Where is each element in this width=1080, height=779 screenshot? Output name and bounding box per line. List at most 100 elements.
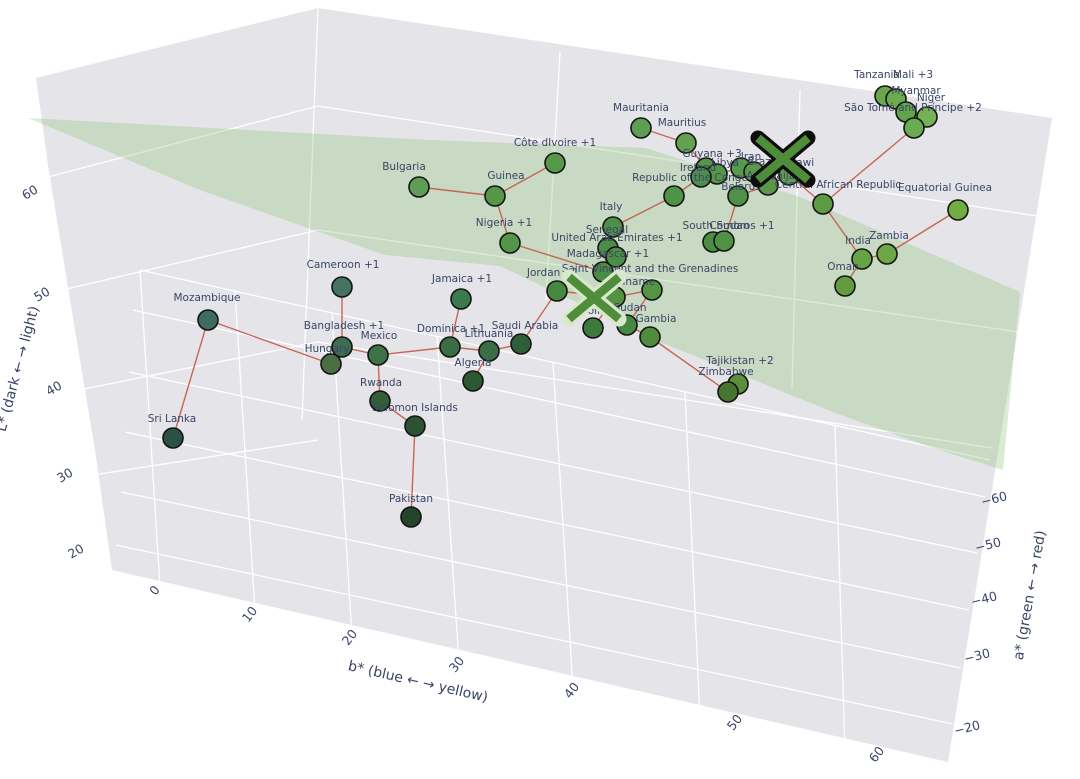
l-axis-title: L* (dark ← → light) [0, 304, 43, 433]
point-guinea [484, 185, 506, 207]
label-c-te-divoire-1: Côte dIvoire +1 [514, 137, 596, 149]
point-oman [834, 275, 856, 297]
gridline-3 [53, 229, 319, 293]
edge-sri-lanka--mozambique [172, 319, 209, 439]
l-axis-tick-20: 20 [65, 541, 86, 562]
point-india [851, 248, 873, 270]
point-solomon-islands [404, 415, 426, 437]
point-pakistan [400, 506, 422, 528]
a-axis-tick--30: −30 [962, 645, 991, 666]
b-axis-tick-20: 20 [339, 626, 361, 648]
point-s-o-tom-and-pr-ncipe-2 [903, 117, 925, 139]
point-nigeria-1 [499, 232, 521, 254]
label-saint-vincent-and-the-grenadines: Saint Vincent and the Grenadines [562, 263, 739, 275]
label-united-arab-emirates-1: United Arab Emirates +1 [551, 232, 682, 244]
label-guinea: Guinea [487, 170, 524, 182]
label-bangladesh-1: Bangladesh +1 [304, 320, 384, 332]
l-axis-tick-40: 40 [43, 378, 64, 399]
label-algeria: Algeria [455, 357, 492, 369]
label-mali-3: Mali +3 [893, 69, 933, 81]
label-dominica-1: Dominica +1 [417, 323, 485, 335]
point-mauritania [630, 117, 652, 139]
point-italy [602, 216, 624, 238]
label-s-o-tom-and-pr-ncipe-2: São Tomé and Príncipe +2 [844, 102, 982, 114]
point-lithuania [478, 340, 500, 362]
edge-central-african-republic--india [822, 203, 863, 260]
gridline-20 [124, 431, 970, 611]
gridline-14 [436, 335, 460, 663]
gridline-15 [552, 361, 574, 690]
label-belarus: Belarus [721, 181, 760, 193]
a-axis-title: a* (green ← → red) [1011, 529, 1050, 661]
point-zimbabwe [717, 381, 739, 403]
point-mauritius [675, 132, 697, 154]
gridline-12 [234, 290, 256, 612]
gridline-2 [317, 105, 1051, 219]
gridline-7 [73, 439, 319, 479]
b-axis-tick-30: 30 [446, 653, 468, 675]
b-axis-title: b* (blue ← → yellow) [346, 658, 489, 706]
point-republic-of-the-congo [663, 185, 685, 207]
label-senegal: Senegal [586, 224, 628, 236]
point-ireland [690, 166, 712, 188]
label-libya: Libya [711, 157, 739, 169]
label-south-sudan: South Sudan [683, 220, 750, 232]
label-gambia: Gambia [636, 313, 677, 325]
label-lithuania: Lithuania [465, 328, 514, 340]
centroid-x-right [755, 134, 811, 184]
point-central-african-republic [812, 193, 834, 215]
label-central-african-republic: Central African Republic [775, 179, 902, 191]
label-sri-lanka: Sri Lanka [148, 413, 197, 425]
gridline-17 [834, 424, 846, 753]
label-tajikistan-2: Tajikistan +2 [705, 355, 773, 367]
gridline-10 [139, 269, 991, 461]
edge-solomon-islands--pakistan [410, 425, 416, 518]
point-gambia [639, 326, 661, 348]
gridline-19 [128, 371, 978, 554]
point-rwanda [369, 390, 391, 412]
label-niger: Niger [917, 92, 946, 104]
label-rwanda: Rwanda [360, 377, 402, 389]
b-axis-tick-10: 10 [239, 603, 261, 625]
fitted-plane [28, 118, 1020, 470]
label-guyana-3: Guyana +3 [682, 148, 741, 160]
edge-nigeria-1--madagascar-1 [509, 242, 604, 273]
label-saudi-arabia: Saudi Arabia [492, 320, 559, 332]
edge-italy--republic-of-the-congo [612, 195, 675, 228]
point-mexico [367, 344, 389, 366]
point-bangladesh-1 [331, 336, 353, 358]
label-mexico: Mexico [361, 330, 398, 342]
label-ireland: Ireland [680, 162, 716, 174]
gridline-21 [120, 491, 962, 669]
a-axis-tick--20: −20 [952, 717, 981, 738]
a-axis-tick--50: −50 [973, 534, 1002, 555]
label-india: India [845, 235, 871, 247]
point-saint-vincent-and-the-grenadines [641, 279, 663, 301]
label-hungary: Hungary [305, 343, 350, 355]
label-equatorial-guinea: Equatorial Guinea [898, 182, 992, 194]
label-iran: Iran [741, 151, 762, 163]
point-dominica-1 [439, 336, 461, 358]
l-axis-tick-50: 50 [31, 284, 52, 305]
label-madagascar-1: Madagascar +1 [567, 248, 650, 260]
label-italy: Italy [600, 201, 623, 213]
gridline-6 [317, 341, 993, 449]
label-zambia: Zambia [869, 230, 909, 242]
edge-mexico--dominica-1 [377, 346, 451, 356]
b-axis-tick-40: 40 [561, 679, 583, 701]
label-mozambique: Mozambique [173, 292, 240, 304]
edge-mozambique--hungary [207, 319, 332, 365]
label-cameroon-1: Cameroon +1 [307, 259, 380, 271]
label-mauritius: Mauritius [658, 117, 707, 129]
point-zambia [876, 243, 898, 265]
l-axis-tick-60: 60 [19, 182, 40, 203]
point-c-te-divoire-1 [544, 152, 566, 174]
label-sudan: Sudan [613, 302, 646, 314]
point-mozambique [197, 309, 219, 331]
l-axis-tick-30: 30 [54, 465, 75, 486]
label-zimbabwe: Zimbabwe [698, 366, 753, 378]
gridline-18 [132, 309, 986, 498]
point-united-arab-emirates-1 [605, 246, 627, 268]
